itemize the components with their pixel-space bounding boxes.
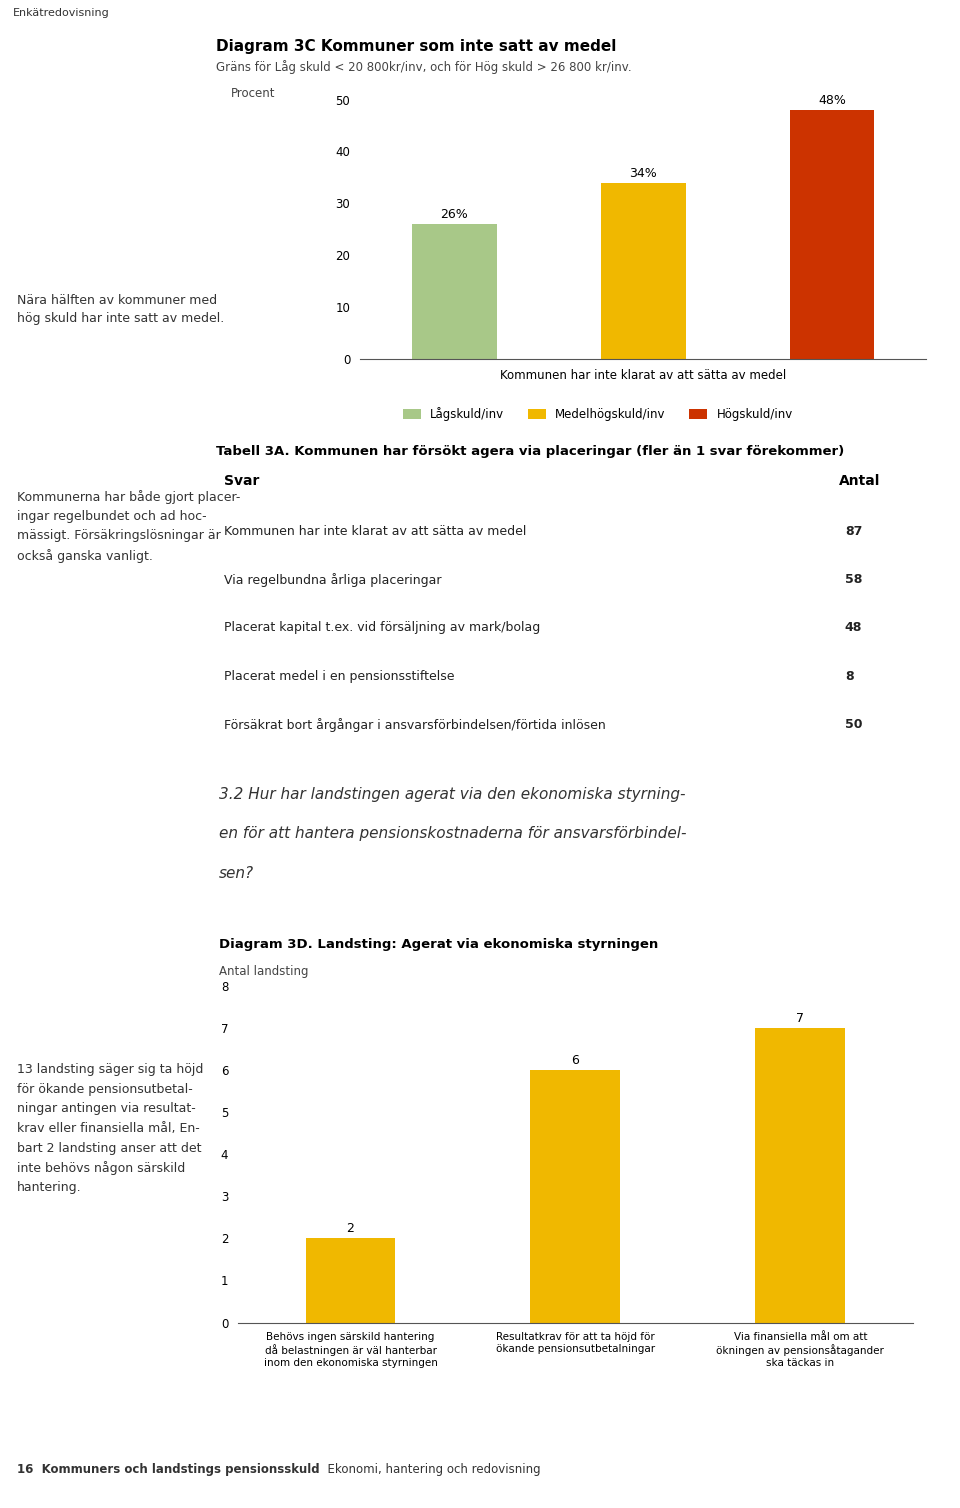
- Text: Kommunerna har både gjort placer-: Kommunerna har både gjort placer-: [17, 490, 241, 504]
- Text: Svar: Svar: [224, 474, 259, 487]
- Text: hög skuld har inte satt av medel.: hög skuld har inte satt av medel.: [17, 312, 225, 326]
- Text: Procent: Procent: [230, 87, 275, 101]
- Text: 2: 2: [347, 1221, 354, 1235]
- Text: krav eller finansiella mål, En-: krav eller finansiella mål, En-: [17, 1122, 200, 1136]
- Text: Försäkrat bort årgångar i ansvarsförbindelsen/förtida inlösen: Försäkrat bort årgångar i ansvarsförbind…: [224, 718, 606, 731]
- Text: Tabell 3A. Kommunen har försökt agera via placeringar (fler än 1 svar förekommer: Tabell 3A. Kommunen har försökt agera vi…: [216, 445, 844, 458]
- Bar: [531, 1071, 620, 1323]
- Bar: [601, 182, 685, 359]
- Text: mässigt. Försäkringslösningar är: mässigt. Försäkringslösningar är: [17, 529, 221, 543]
- Text: inte behövs någon särskild: inte behövs någon särskild: [17, 1161, 185, 1175]
- Text: 48%: 48%: [818, 95, 846, 107]
- Text: 26%: 26%: [441, 208, 468, 222]
- Text: 87: 87: [845, 525, 862, 538]
- Text: 58: 58: [845, 573, 862, 587]
- Text: ningar antingen via resultat-: ningar antingen via resultat-: [17, 1102, 196, 1116]
- Text: 16  Kommuners och landstings pensionsskuld: 16 Kommuners och landstings pensionsskul…: [17, 1463, 320, 1476]
- Text: 8: 8: [845, 670, 853, 683]
- Text: 34%: 34%: [630, 167, 657, 179]
- Text: bart 2 landsting anser att det: bart 2 landsting anser att det: [17, 1142, 202, 1155]
- Text: Placerat kapital t.ex. vid försäljning av mark/bolag: Placerat kapital t.ex. vid försäljning a…: [224, 621, 540, 635]
- Text: ingar regelbundet och ad hoc-: ingar regelbundet och ad hoc-: [17, 510, 207, 523]
- Text: också ganska vanligt.: också ganska vanligt.: [17, 549, 154, 562]
- Bar: [789, 110, 875, 359]
- Text: Diagram 3C Kommuner som inte satt av medel: Diagram 3C Kommuner som inte satt av med…: [216, 39, 616, 54]
- Text: 50: 50: [845, 718, 862, 731]
- Text: 6: 6: [571, 1054, 579, 1068]
- Text: Enkätredovisning: Enkätredovisning: [12, 8, 109, 18]
- Text: Placerat medel i en pensionsstiftelse: Placerat medel i en pensionsstiftelse: [224, 670, 454, 683]
- Text: 48: 48: [845, 621, 862, 635]
- Text: Antal landsting: Antal landsting: [219, 965, 308, 979]
- Text: Ekonomi, hantering och redovisning: Ekonomi, hantering och redovisning: [320, 1463, 540, 1476]
- Text: Kommunen har inte klarat av att sätta av medel: Kommunen har inte klarat av att sätta av…: [224, 525, 526, 538]
- Text: hantering.: hantering.: [17, 1181, 82, 1194]
- Text: Via regelbundna årliga placeringar: Via regelbundna årliga placeringar: [224, 573, 442, 587]
- Text: Antal: Antal: [839, 474, 880, 487]
- Legend: Lågskuld/inv, Medelhögskuld/inv, Högskuld/inv: Lågskuld/inv, Medelhögskuld/inv, Högskul…: [398, 403, 798, 425]
- Bar: [756, 1028, 845, 1323]
- Bar: [412, 225, 497, 359]
- Bar: [305, 1238, 396, 1323]
- Text: en för att hantera pensionskostnaderna för ansvarsförbindel-: en för att hantera pensionskostnaderna f…: [219, 826, 686, 841]
- Text: sen?: sen?: [219, 866, 254, 881]
- Text: 7: 7: [796, 1012, 804, 1025]
- Text: 3.2 Hur har landstingen agerat via den ekonomiska styrning-: 3.2 Hur har landstingen agerat via den e…: [219, 787, 685, 802]
- Text: Diagram 3D. Landsting: Agerat via ekonomiska styrningen: Diagram 3D. Landsting: Agerat via ekonom…: [219, 938, 659, 952]
- Text: 13 landsting säger sig ta höjd: 13 landsting säger sig ta höjd: [17, 1063, 204, 1077]
- Text: Nära hälften av kommuner med: Nära hälften av kommuner med: [17, 294, 217, 308]
- Text: Gräns för Låg skuld < 20 800kr/inv, och för Hög skuld > 26 800 kr/inv.: Gräns för Låg skuld < 20 800kr/inv, och …: [216, 60, 632, 74]
- Text: för ökande pensionsutbetal-: för ökande pensionsutbetal-: [17, 1083, 193, 1096]
